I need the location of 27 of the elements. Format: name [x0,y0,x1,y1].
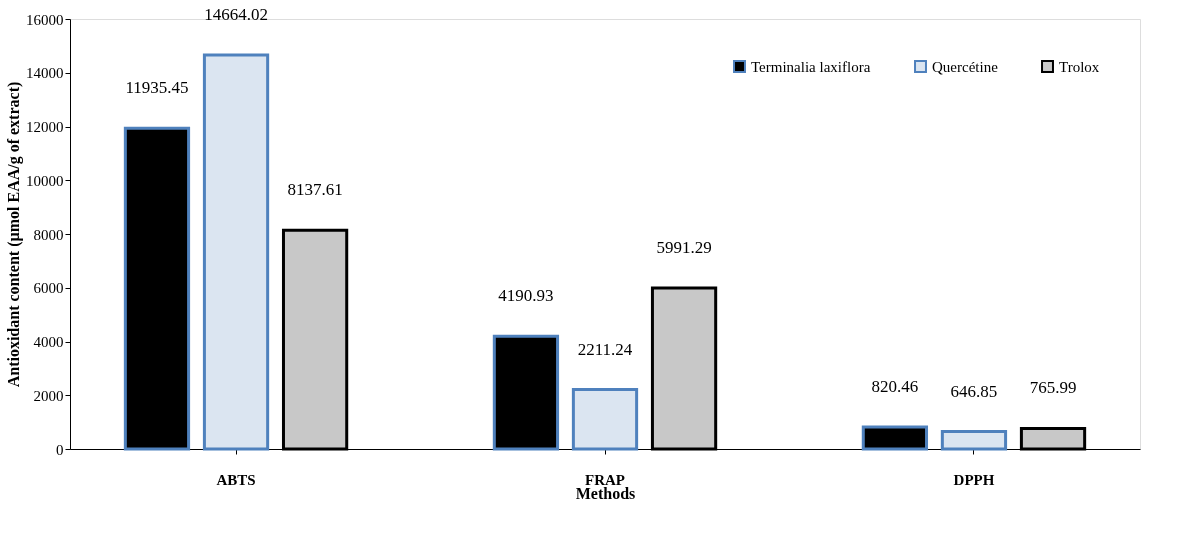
y-tick-label: 14000 [26,65,64,82]
x-tick-label: DPPH [953,471,995,488]
data-label: 11935.45 [125,78,189,98]
y-axis-title: Antioxidant content (µmol EAA/g of extract) [5,81,23,388]
y-tick-label: 2000 [33,387,64,404]
legend-label: Quercétine [932,58,999,75]
data-label: 2211.24 [577,339,633,359]
y-tick-label: 16000 [26,11,64,28]
bar [571,388,639,451]
data-label: 14664.02 [204,4,268,24]
y-tick-label: 12000 [26,119,64,135]
data-label: 4190.93 [498,286,554,306]
y-tick-label: 6000 [33,280,64,297]
y-tick-label: 4000 [33,334,64,350]
bar [202,53,270,451]
legend-label: Terminalia laxiflora [751,58,871,75]
y-tick-label: 0 [56,441,64,458]
y-tick-label: 10000 [26,172,64,189]
data-label: 820.46 [871,376,919,396]
legend-label: Trolox [1059,58,1100,75]
data-label: 646.85 [950,381,998,401]
bar [940,430,1008,451]
data-label: 5991.29 [656,237,712,257]
data-label: 8137.61 [287,180,343,200]
x-tick-label: ABTS [216,471,256,488]
data-label: 765.99 [1029,378,1077,398]
y-tick-label: 8000 [33,226,64,243]
